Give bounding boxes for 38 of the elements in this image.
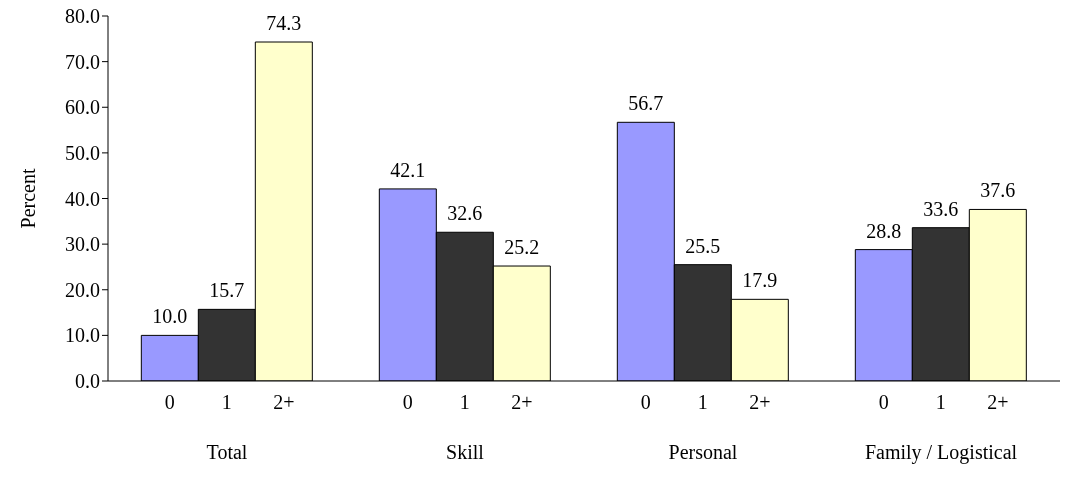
text: 0	[640, 391, 651, 413]
x-tick-label: Skill	[446, 441, 485, 463]
y-tick-label: 50.0	[65, 141, 100, 164]
data-label: 17.9	[742, 269, 778, 292]
y-tick-label: 40.0	[65, 187, 100, 210]
y-axis-title: Percent	[17, 168, 40, 229]
text: 0	[878, 391, 889, 413]
data-label: 37.6	[980, 179, 1016, 202]
data-label: 32.6	[447, 202, 483, 225]
y-tick-label: 80.0	[65, 5, 100, 28]
series-label: 1	[221, 391, 232, 413]
text: 2+	[987, 391, 1009, 413]
data-label: 42.1	[390, 158, 426, 181]
series-label: 2+	[273, 391, 295, 413]
text: 2+	[511, 391, 533, 413]
data-label: 10.0	[152, 305, 188, 328]
text: 1	[935, 391, 946, 413]
data-label: 74.3	[266, 12, 302, 35]
y-tick-label: 10.0	[65, 324, 100, 347]
data-label: 25.5	[685, 234, 721, 257]
data-label: 56.7	[628, 92, 664, 115]
series-label: 0	[164, 391, 175, 413]
data-label: 33.6	[923, 197, 959, 220]
text: 1	[697, 391, 708, 413]
text: 1	[459, 391, 470, 413]
x-tick-label: Family / Logistical	[864, 441, 1018, 464]
y-tick-label: 60.0	[65, 96, 100, 119]
data-label: 15.7	[209, 279, 245, 302]
data-label: 25.2	[504, 236, 540, 259]
x-tick-label: Total	[206, 441, 248, 463]
data-label: 28.8	[866, 219, 902, 242]
y-tick-label: 20.0	[65, 278, 100, 301]
text: 2+	[749, 391, 771, 413]
y-tick-label: 30.0	[65, 233, 100, 256]
text: 0	[402, 391, 413, 413]
x-tick-label: Personal	[668, 441, 738, 463]
y-tick-label: 0.0	[75, 370, 100, 393]
y-tick-label: 70.0	[65, 50, 100, 73]
